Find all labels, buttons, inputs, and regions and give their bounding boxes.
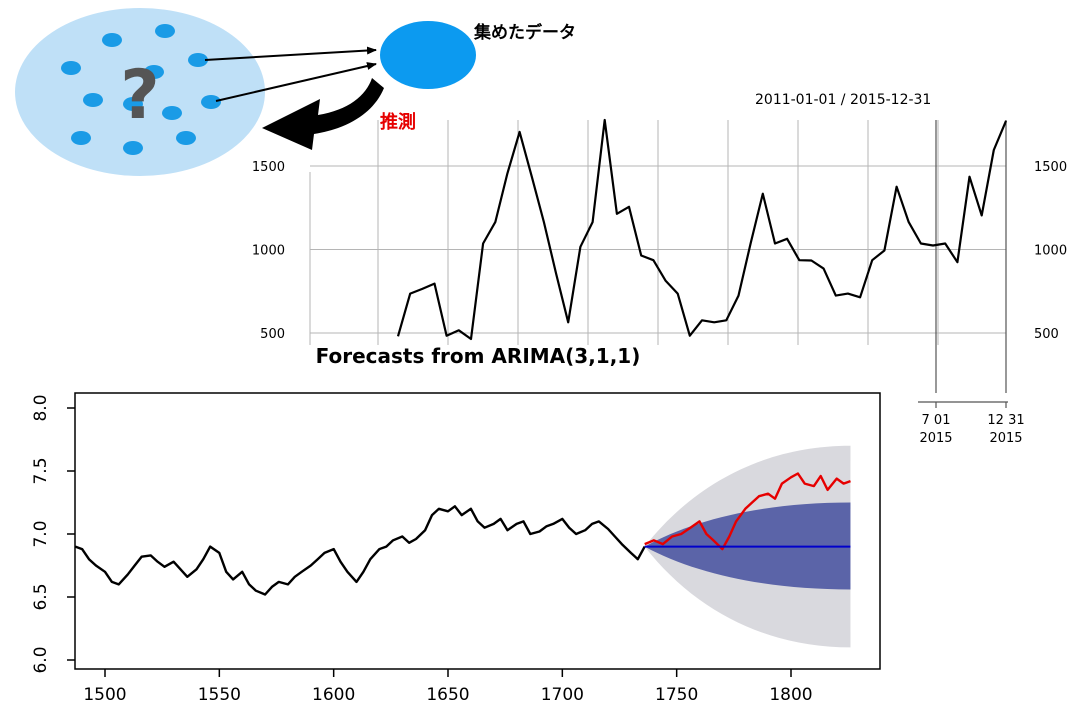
data-point-dot: [123, 97, 143, 111]
timeseries-y-tick-label-right: 1500: [1034, 160, 1067, 175]
forecast-x-tick-label: 1700: [541, 685, 584, 705]
data-point-dot: [144, 65, 164, 79]
timeseries-y-tick-label-right: 500: [1034, 327, 1059, 342]
actual-series-line: [644, 472, 851, 551]
timeseries-x-ticks: [918, 120, 1008, 408]
forecast-x-tick-label: 1600: [312, 685, 355, 705]
forecast-plot-frame: [74, 392, 881, 670]
forecast-y-tick-label: 8.0: [31, 394, 51, 421]
forecast-y-axis: 6.0 6.5 7.0 7.5 8.0: [31, 394, 75, 674]
timeseries-x-tick-year: 2015: [989, 431, 1022, 446]
data-point-dot: [71, 131, 91, 145]
sample-arrow-1: [204, 46, 377, 61]
timeseries-chart: 500 500 1000 1000 1500 1500 2011-01-01 / 2015…: [252, 92, 1067, 446]
timeseries-y-tick-label: 1500: [252, 160, 285, 175]
timeseries-y-tick-labels: 500 500 1000 1000 1500 1500: [252, 160, 1067, 342]
question-mark: ?: [120, 56, 159, 135]
timeseries-x-tick-label: 12 31: [987, 413, 1024, 428]
sample-arrow-2: [215, 62, 377, 102]
data-point-dot: [123, 141, 143, 155]
inference-label: 推測: [380, 111, 416, 133]
data-point-dot: [201, 95, 221, 109]
sampling-diagram: ? 集めたデータ 推測: [15, 8, 576, 176]
timeseries-title: 2011-01-01 / 2015-12-31: [755, 92, 931, 108]
data-point-dot: [83, 93, 103, 107]
forecast-title: Forecasts from ARIMA(3,1,1): [316, 344, 641, 368]
timeseries-y-tick-label-right: 1000: [1034, 244, 1067, 259]
forecast-y-tick-label: 6.5: [31, 583, 51, 610]
data-point-dot: [155, 24, 175, 38]
timeseries-grid: [309, 120, 1006, 345]
timeseries-y-tick-label: 1000: [252, 244, 285, 259]
timeseries-x-tick-year: 2015: [919, 431, 952, 446]
timeseries-x-tick-label: 7 01: [922, 413, 951, 428]
forecast-y-tick-label: 6.0: [31, 646, 51, 673]
timeseries-x-tick-labels: 7 01 2015 12 31 2015: [919, 413, 1024, 446]
inference-arrow: [262, 78, 384, 150]
data-point-dot: [176, 131, 196, 145]
historical-series-line: [74, 505, 646, 596]
data-point-dot: [61, 61, 81, 75]
forecast-x-tick-label: 1650: [426, 685, 469, 705]
forecast-x-tick-label: 1800: [769, 685, 812, 705]
forecast-x-tick-label: 1550: [198, 685, 241, 705]
forecast-x-tick-label: 1750: [655, 685, 698, 705]
timeseries-line: [396, 118, 1008, 341]
forecast-chart: Forecasts from ARIMA(3,1,1) 1500 1550 1600…: [0, 344, 915, 720]
forecast-y-tick-label: 7.0: [31, 520, 51, 547]
data-point-dot: [162, 106, 182, 120]
data-point-dot: [188, 53, 208, 67]
population-dots: [61, 24, 221, 155]
forecast-y-tick-label: 7.5: [31, 457, 51, 484]
collected-data-circle: [380, 21, 476, 89]
forecast-x-tick-label: 1500: [83, 685, 126, 705]
data-point-dot: [102, 33, 122, 47]
collected-data-label: 集めたデータ: [473, 22, 576, 43]
forecast-x-axis: 1500 1550 1600 1650 1700 1750 1800: [83, 669, 813, 705]
timeseries-y-tick-label: 500: [260, 327, 285, 342]
